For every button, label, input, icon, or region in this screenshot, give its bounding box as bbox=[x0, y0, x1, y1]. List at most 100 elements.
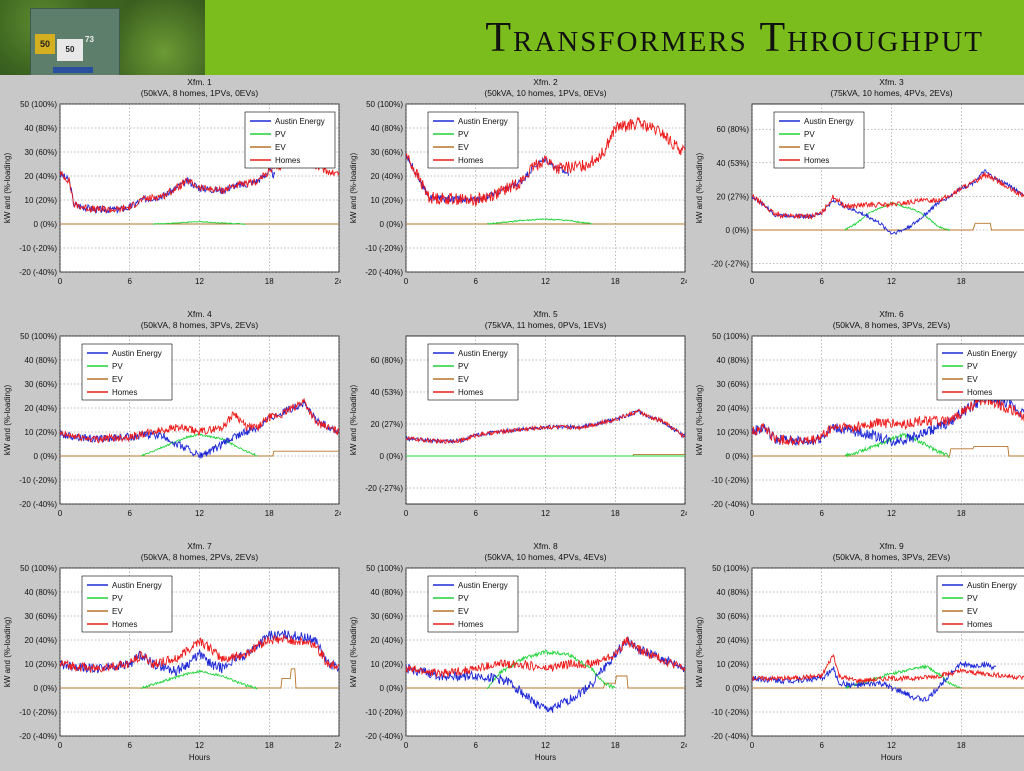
y-tick-label: 30 (60%) bbox=[25, 148, 58, 157]
x-tick-label: 6 bbox=[820, 509, 825, 518]
y-tick-label: -20 (-40%) bbox=[365, 732, 403, 741]
x-tick-label: 0 bbox=[750, 741, 755, 750]
y-tick-label: -20 (-27%) bbox=[365, 484, 403, 493]
y-tick-label: 40 (80%) bbox=[371, 124, 404, 133]
y-tick-label: 20 (40%) bbox=[717, 636, 750, 645]
y-tick-label: 50 (100%) bbox=[20, 332, 57, 341]
chart-xfm-7: Xfm. 7 (50kVA, 8 homes, 2PVs, 2EVs) 50 (10… bbox=[0, 540, 341, 771]
x-tick-label: 18 bbox=[957, 277, 966, 286]
x-tick-label: 18 bbox=[611, 509, 620, 518]
series-line-austin-energy bbox=[60, 629, 339, 677]
legend-label: Austin Energy bbox=[967, 349, 1017, 358]
slide-header: 50 50 73 Transformers Throughput bbox=[0, 0, 1024, 75]
x-tick-label: 6 bbox=[474, 509, 479, 518]
y-tick-label: 10 (20%) bbox=[717, 660, 750, 669]
legend-label: EV bbox=[458, 607, 469, 616]
x-tick-label: 0 bbox=[58, 741, 63, 750]
legend-label: Austin Energy bbox=[967, 581, 1017, 590]
y-tick-label: 40 (53%) bbox=[371, 388, 404, 397]
series-line-austin-energy bbox=[752, 660, 997, 703]
chart-title: Xfm. 6 bbox=[879, 309, 904, 319]
y-tick-label: 50 (100%) bbox=[20, 564, 57, 573]
y-tick-label: 20 (40%) bbox=[371, 636, 404, 645]
y-tick-label: 20 (40%) bbox=[25, 404, 58, 413]
y-axis-label: kW and (%-loading) bbox=[695, 385, 704, 456]
chart-svg: Xfm. 6(50kVA, 8 homes, 3PVs, 2EVs) 50 (10… bbox=[695, 309, 1024, 518]
chart-subtitle: (50kVA, 8 homes, 2PVs, 2EVs) bbox=[141, 552, 259, 562]
x-tick-label: 6 bbox=[474, 741, 479, 750]
x-tick-label: 18 bbox=[611, 277, 620, 286]
series-line-austin-energy bbox=[752, 168, 1024, 235]
legend-label: PV bbox=[112, 594, 123, 603]
y-tick-label: -20 (-40%) bbox=[711, 500, 749, 509]
legend-label: Homes bbox=[112, 388, 137, 397]
legend: Austin Energy PV EV Homes bbox=[427, 111, 519, 169]
page-title: Transformers Throughput bbox=[485, 15, 984, 61]
chart-xfm-6: Xfm. 6 (50kVA, 8 homes, 3PVs, 2EVs) 50 (10… bbox=[692, 308, 1024, 539]
series-line-homes bbox=[406, 637, 685, 678]
y-tick-label: -20 (-40%) bbox=[19, 268, 57, 277]
x-tick-label: 0 bbox=[404, 741, 409, 750]
series-line-homes bbox=[752, 172, 1024, 220]
y-tick-label: -10 (-20%) bbox=[19, 244, 57, 253]
series-line-ev bbox=[752, 445, 1024, 457]
y-tick-label: 40 (80%) bbox=[25, 356, 58, 365]
legend-label: EV bbox=[458, 143, 469, 152]
series-line-pv bbox=[844, 201, 951, 232]
chart-subtitle: (75kVA, 10 homes, 4PVs, 2EVs) bbox=[830, 88, 952, 98]
y-tick-label: 0 (0%) bbox=[725, 226, 749, 235]
x-axis-label: Hours bbox=[881, 753, 902, 762]
x-tick-label: 0 bbox=[404, 277, 409, 286]
y-tick-label: 0 (0%) bbox=[725, 684, 749, 693]
legend-label: PV bbox=[458, 594, 469, 603]
legend: Austin Energy PV EV Homes bbox=[244, 111, 336, 169]
y-tick-label: 30 (60%) bbox=[25, 612, 58, 621]
chart-title: Xfm. 8 bbox=[533, 541, 558, 551]
legend: Austin Energy PV EV Homes bbox=[81, 575, 173, 633]
x-tick-label: 12 bbox=[887, 741, 896, 750]
y-axis-label: kW and (%-loading) bbox=[349, 385, 358, 456]
y-tick-label: 20 (27%) bbox=[717, 192, 750, 201]
x-tick-label: 0 bbox=[750, 277, 755, 286]
legend-label: PV bbox=[458, 130, 469, 139]
legend-label: Homes bbox=[458, 388, 483, 397]
series-line-homes bbox=[60, 634, 339, 673]
chart-xfm-5: Xfm. 5 (75kVA, 11 homes, 0PVs, 1EVs) 60 (8… bbox=[346, 308, 687, 539]
y-tick-label: 50 (100%) bbox=[366, 100, 403, 109]
legend-label: EV bbox=[275, 143, 286, 152]
legend-label: EV bbox=[458, 375, 469, 384]
y-tick-label: 0 (0%) bbox=[379, 452, 403, 461]
x-tick-label: 24 bbox=[681, 509, 687, 518]
chart-svg: Xfm. 2(50kVA, 10 homes, 1PVs, 0EVs) 50 (1… bbox=[349, 77, 687, 286]
legend-label: PV bbox=[804, 130, 815, 139]
chart-title: Xfm. 1 bbox=[187, 77, 212, 87]
y-axis-label: kW and (%-loading) bbox=[3, 385, 12, 456]
series-line-ev bbox=[406, 675, 685, 689]
legend-label: Homes bbox=[112, 620, 137, 629]
x-tick-label: 24 bbox=[681, 277, 687, 286]
y-tick-label: 30 (60%) bbox=[717, 380, 750, 389]
chart-subtitle: (75kVA, 11 homes, 0PVs, 1EVs) bbox=[485, 320, 607, 330]
x-tick-label: 12 bbox=[195, 741, 204, 750]
legend-label: EV bbox=[112, 375, 123, 384]
x-tick-label: 0 bbox=[58, 509, 63, 518]
legend: Austin Energy PV EV Homes bbox=[427, 343, 519, 401]
legend-label: Homes bbox=[804, 156, 829, 165]
y-tick-label: 50 (100%) bbox=[366, 564, 403, 573]
chart-title: Xfm. 9 bbox=[879, 541, 904, 551]
chart-subtitle: (50kVA, 10 homes, 1PVs, 0EVs) bbox=[484, 88, 606, 98]
transformer-box: 50 50 73 bbox=[30, 8, 120, 75]
legend-label: EV bbox=[112, 607, 123, 616]
chart-title: Xfm. 2 bbox=[533, 77, 558, 87]
y-tick-label: 50 (100%) bbox=[712, 332, 749, 341]
legend-label: PV bbox=[112, 362, 123, 371]
chart-svg: Xfm. 7(50kVA, 8 homes, 2PVs, 2EVs) 50 (10… bbox=[3, 541, 341, 762]
chart-svg: Xfm. 9(50kVA, 8 homes, 3PVs, 2EVs) 50 (10… bbox=[695, 541, 1024, 762]
x-tick-label: 24 bbox=[335, 741, 341, 750]
legend-label: PV bbox=[458, 362, 469, 371]
y-tick-label: -10 (-20%) bbox=[19, 476, 57, 485]
y-axis-label: kW and (%-loading) bbox=[349, 617, 358, 688]
series-line-homes bbox=[752, 653, 1024, 685]
legend-label: PV bbox=[275, 130, 286, 139]
series-line-pv bbox=[140, 669, 258, 690]
